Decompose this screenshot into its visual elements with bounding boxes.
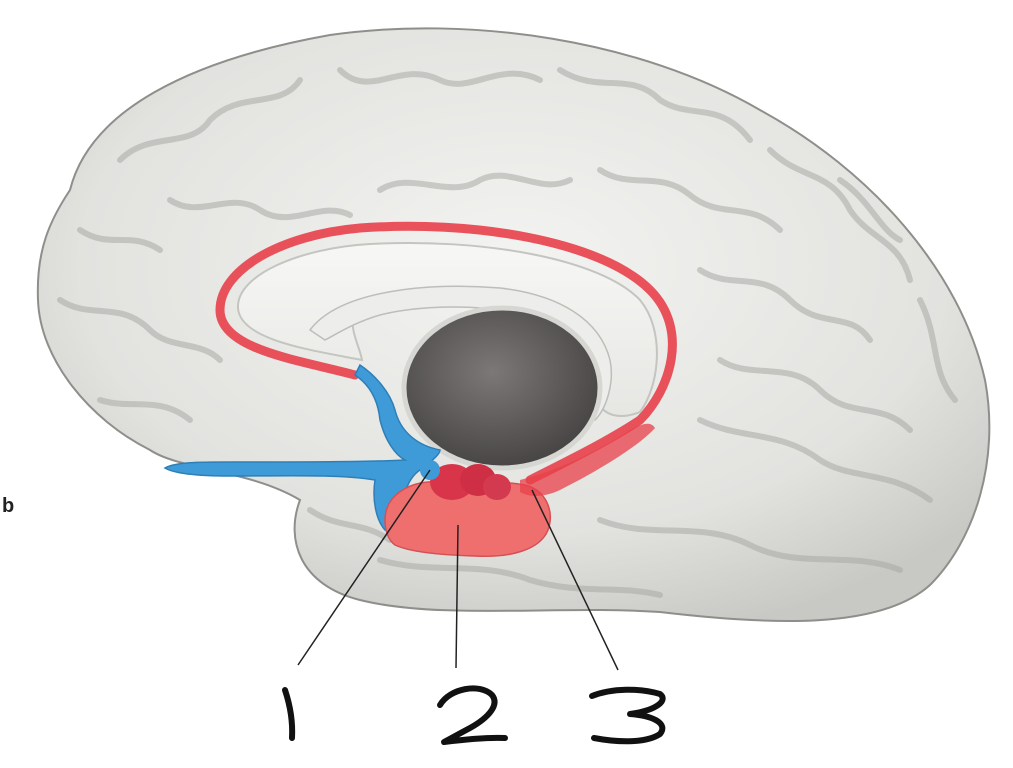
fornix [308,285,613,421]
ventricle [401,305,603,471]
cingulate-outline [215,221,677,485]
panel-label: b [2,495,15,517]
septal-area [163,363,441,531]
callout-3 [589,686,666,745]
leader-lines [297,469,619,671]
amygdala [420,460,511,500]
callout-2 [437,685,508,745]
parahippocampal-band [520,423,655,496]
callout-1 [282,687,296,741]
gyri-pattern [57,67,958,598]
